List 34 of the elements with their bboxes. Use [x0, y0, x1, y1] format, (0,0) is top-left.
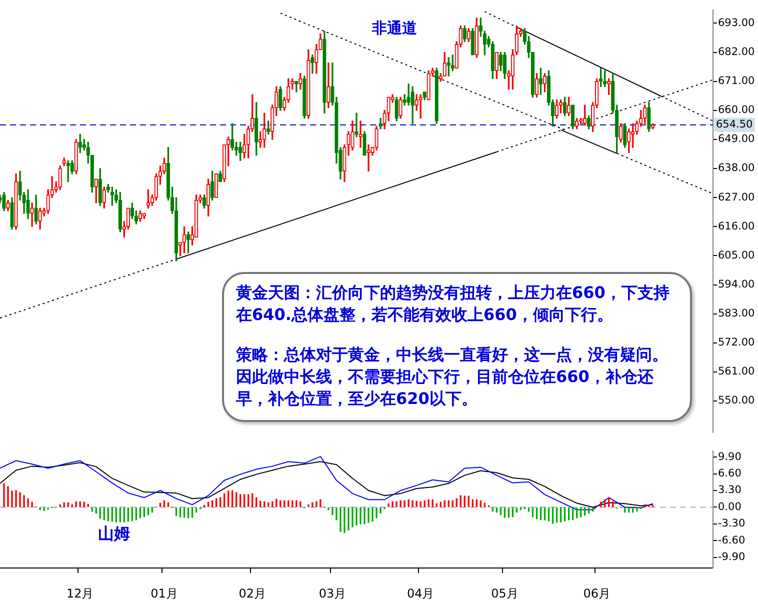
- y-tick-label: -6.60: [718, 534, 746, 546]
- annotation: 非通道: [372, 19, 417, 37]
- y-tick-label: 660.00: [718, 104, 755, 116]
- x-tick-label: 05月: [491, 586, 518, 600]
- y-tick-label: 550.00: [718, 394, 755, 407]
- y-tick-label: 3.30: [718, 484, 742, 496]
- y-tick-label: -3.30: [718, 518, 746, 530]
- note-box: 黄金天图：汇价向下的趋势没有扭转，上压力在660，下支持在640.总体盘整，若不能有效收上660，倾向下行。 策略：总体对于黄金，中长线一直看好，这一点，没有疑问。因此做中长线，不需要担心下行，目前仓位在660，补仓还早，补仓位置，至少在620以下。: [222, 272, 692, 422]
- x-tick-label: 06月: [583, 586, 610, 600]
- annotation: 策略：总体对于黄金，中长线一直看好，这一点，没有疑问。因此做中长线，不需要担心下行，目前仓位在660，补仓还早，补仓位置，至少在620以下。: [236, 344, 669, 410]
- x-tick-label: 03月: [318, 586, 346, 600]
- annotation: 黄金天图：汇价向下的趋势没有扭转，上压力在660，下支持在640.总体盘整，若不能有效收上660，倾向下行。: [236, 282, 670, 326]
- y-tick-label: 649.00: [718, 133, 755, 146]
- y-tick-label: 605.00: [718, 249, 755, 262]
- x-tick-label: 12月: [66, 586, 94, 600]
- annotation: 山姆: [98, 524, 130, 543]
- y-tick-label: 638.00: [718, 162, 755, 174]
- y-tick-label: 693.00: [718, 16, 755, 29]
- y-tick-label: 616.00: [718, 220, 755, 232]
- y-tick-label: 671.00: [718, 75, 755, 88]
- y-tick-label: -9.90: [718, 551, 746, 564]
- x-tick-label: 01月: [150, 586, 178, 600]
- y-tick-label: 9.90: [718, 450, 742, 463]
- y-tick-label: 583.00: [718, 308, 755, 320]
- x-tick-label: 02月: [238, 586, 266, 600]
- y-tick-label: 561.00: [718, 366, 755, 378]
- y-tick-label: 627.00: [718, 191, 755, 204]
- y-tick-label: 6.60: [718, 468, 742, 480]
- y-tick-label: 0.00: [718, 500, 742, 513]
- y-tick-label: 682.00: [718, 46, 755, 58]
- x-tick-label: 04月: [406, 586, 434, 600]
- ref-line-label: 654.50: [716, 118, 753, 131]
- y-tick-label: 572.00: [718, 336, 755, 349]
- y-tick-label: 594.00: [718, 278, 755, 290]
